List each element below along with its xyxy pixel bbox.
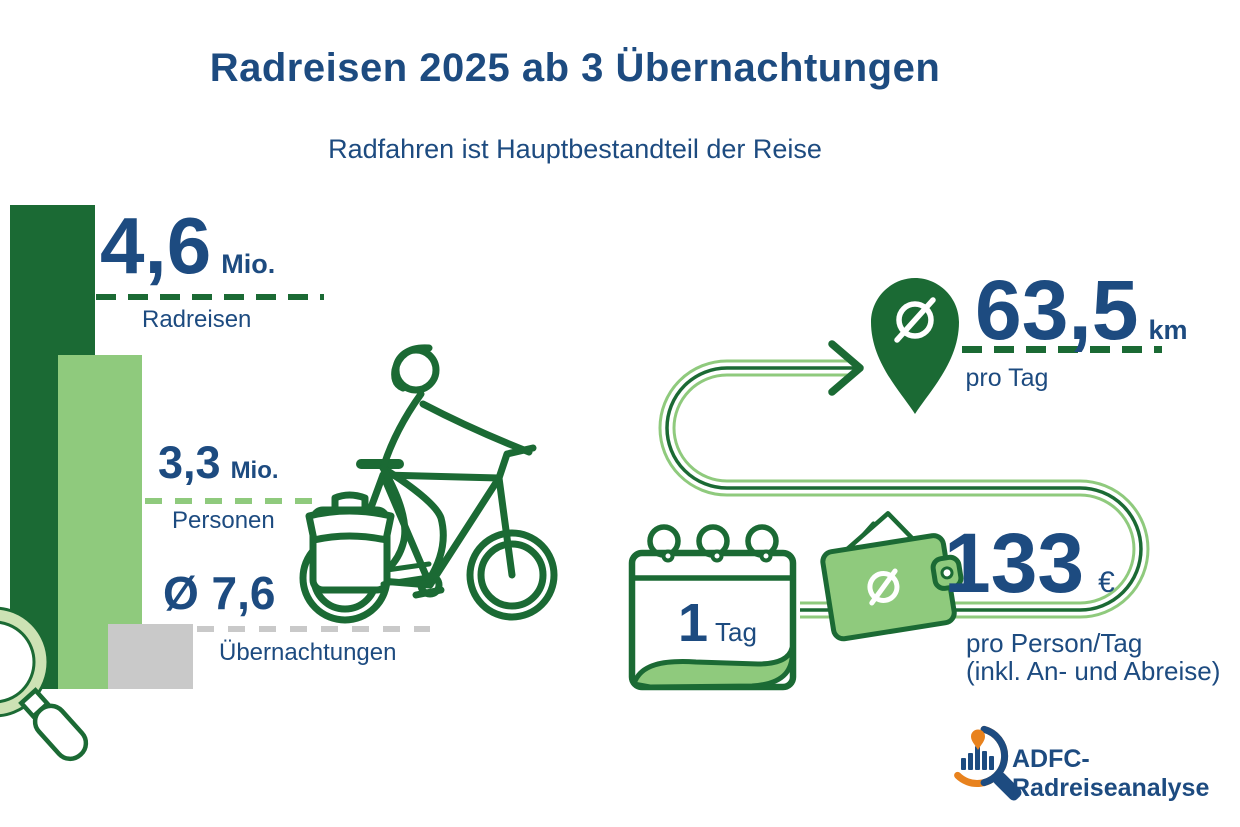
dashed-line-km bbox=[962, 346, 1162, 353]
value-uebernachtungen-number: Ø 7,6 bbox=[163, 567, 276, 619]
value-personen-number: 3,3 bbox=[158, 437, 221, 488]
value-duration-number: 1 bbox=[678, 593, 709, 653]
value-distance-number: 63,5 bbox=[975, 263, 1139, 357]
dashed-line-personen bbox=[145, 498, 315, 504]
value-distance: 63,5 km bbox=[975, 268, 1188, 352]
value-cost-number: 133 bbox=[944, 516, 1085, 610]
dashed-line-radreisen bbox=[96, 294, 324, 300]
logo-magnifier-icon bbox=[954, 725, 1022, 801]
value-radreisen-number: 4,6 bbox=[100, 201, 212, 290]
page-subtitle: Radfahren ist Hauptbestandteil der Reise bbox=[328, 134, 822, 164]
logo-bars-icon bbox=[961, 746, 994, 770]
logo-pin-icon bbox=[971, 729, 986, 750]
page-title: Radreisen 2025 ab 3 Übernachtungen bbox=[209, 46, 941, 90]
dashed-line-uebernachtungen bbox=[197, 626, 430, 632]
value-duration-unit: Tag bbox=[715, 617, 757, 647]
bicycle-icon bbox=[299, 344, 558, 624]
wallet-icon bbox=[820, 511, 964, 642]
magnifier-icon bbox=[0, 606, 89, 762]
label-cost-line2: (inkl. An- und Abreise) bbox=[966, 656, 1221, 686]
value-cost: 133 € bbox=[944, 521, 1115, 605]
pin-average-symbol bbox=[894, 297, 936, 343]
bar-uebernachtungen bbox=[108, 624, 193, 689]
label-uebernachtungen: Übernachtungen bbox=[219, 639, 397, 666]
label-distance: pro Tag bbox=[965, 364, 1049, 392]
label-cost-line1: pro Person/Tag bbox=[966, 628, 1143, 658]
value-radreisen: 4,6 Mio. bbox=[100, 206, 275, 286]
value-distance-unit: km bbox=[1148, 315, 1188, 345]
value-uebernachtungen: Ø 7,6 bbox=[163, 570, 276, 616]
label-personen: Personen bbox=[172, 507, 275, 534]
value-personen: 3,3 Mio. bbox=[158, 440, 279, 485]
value-cost-unit: € bbox=[1098, 566, 1115, 599]
value-radreisen-unit: Mio. bbox=[221, 249, 276, 279]
value-personen-unit: Mio. bbox=[230, 457, 279, 484]
label-radreisen: Radreisen bbox=[142, 306, 252, 333]
logo-label: ADFC-Radreiseanalyse bbox=[1012, 745, 1210, 802]
wallet-average-symbol bbox=[867, 568, 900, 606]
map-pin-icon bbox=[871, 278, 959, 414]
value-duration: 1 Tag bbox=[678, 596, 757, 650]
route-arrow-icon bbox=[828, 340, 864, 396]
calendar-icon bbox=[628, 524, 797, 691]
